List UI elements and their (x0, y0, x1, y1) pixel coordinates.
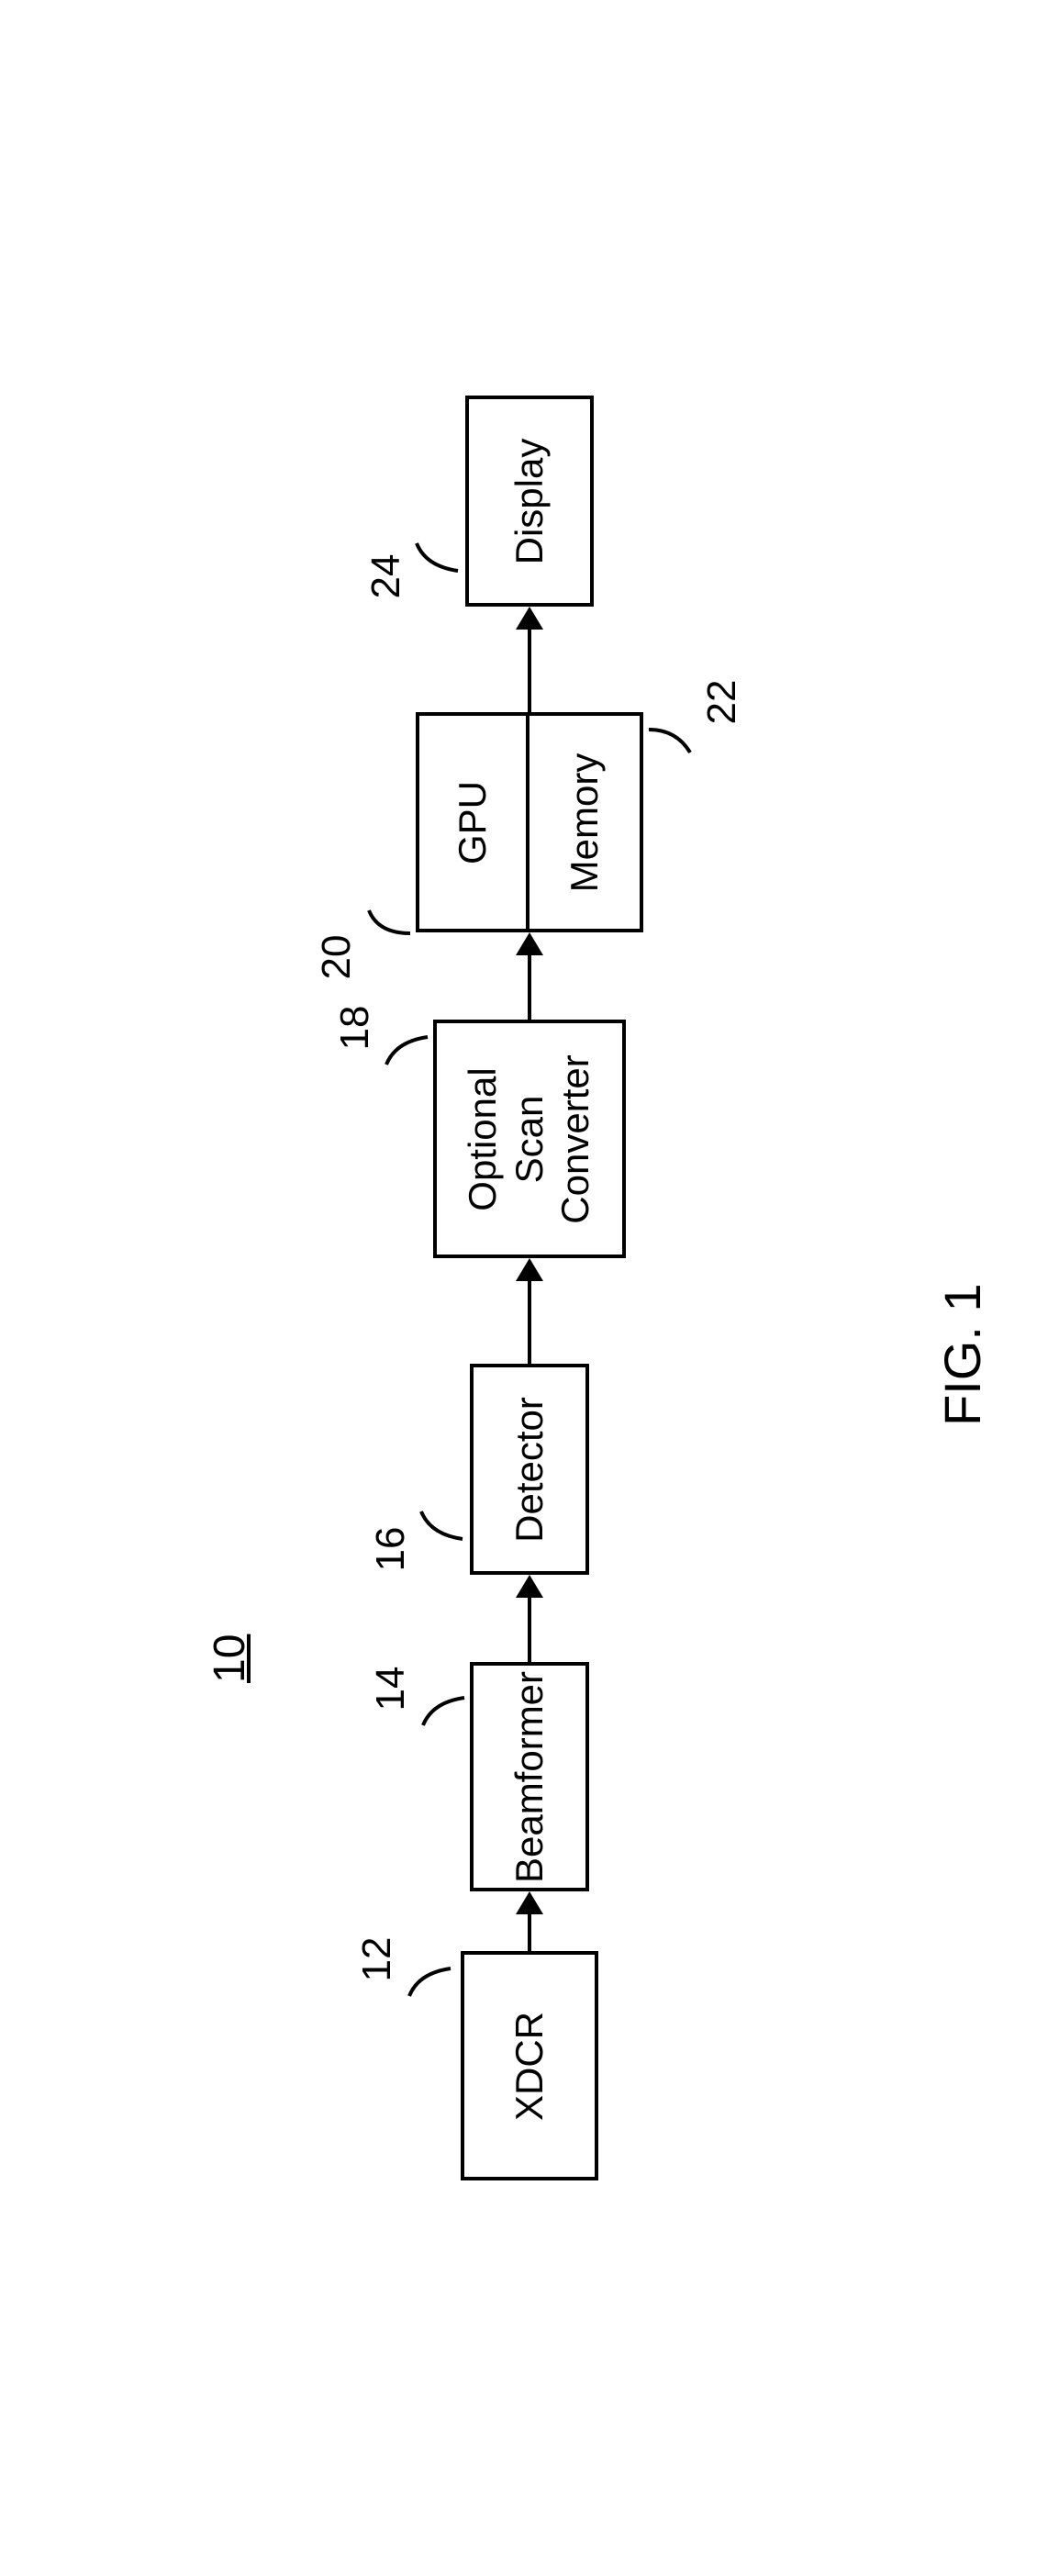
scanconverter-label: Optional Scan Converter (460, 1023, 598, 1255)
memory-block: Memory (530, 716, 640, 929)
xdcr-block: XDCR 12 (461, 1951, 598, 2180)
ref-24: 24 (363, 553, 409, 598)
ref-12: 12 (354, 1936, 400, 1981)
detector-label: Detector (507, 1397, 552, 1543)
ref-22: 22 (699, 679, 745, 724)
arrow-3 (516, 1258, 543, 1364)
arrow-2 (516, 1575, 543, 1662)
beamformer-label: Beamformer (507, 1670, 552, 1882)
display-label: Display (507, 438, 552, 564)
ref-hook-16 (417, 1507, 472, 1562)
ref-hook-14 (418, 1675, 474, 1730)
detector-block: Detector 16 (470, 1364, 589, 1575)
ref-hook-20 (364, 906, 419, 961)
ref-16: 16 (368, 1526, 414, 1571)
memory-label: Memory (563, 753, 607, 892)
figure-caption: FIG. 1 (932, 1283, 992, 1426)
gpu-block: GPU (419, 716, 530, 929)
ref-hook-12 (405, 1946, 460, 2001)
xdcr-label: XDCR (507, 2012, 552, 2121)
ref-14: 14 (368, 1666, 414, 1711)
ref-18: 18 (331, 1005, 380, 1050)
scanconverter-block: Optional Scan Converter 18 (433, 1020, 626, 1258)
system-ref: 10 (205, 1634, 255, 1682)
arrow-5 (516, 607, 543, 712)
arrow-4 (516, 932, 543, 1020)
gpu-memory-block: GPU Memory 20 22 (416, 712, 643, 932)
ref-hook-18 (382, 1014, 437, 1069)
block-diagram: XDCR 12 Beamformer 14 Detector 16 Option… (416, 187, 643, 2390)
display-block: Display 24 (465, 396, 594, 607)
gpu-label: GPU (451, 781, 495, 864)
ref-20: 20 (314, 934, 360, 979)
ref-hook-22 (640, 702, 695, 757)
ref-hook-24 (412, 539, 467, 594)
arrow-1 (516, 1891, 543, 1951)
beamformer-block: Beamformer 14 (470, 1662, 589, 1891)
